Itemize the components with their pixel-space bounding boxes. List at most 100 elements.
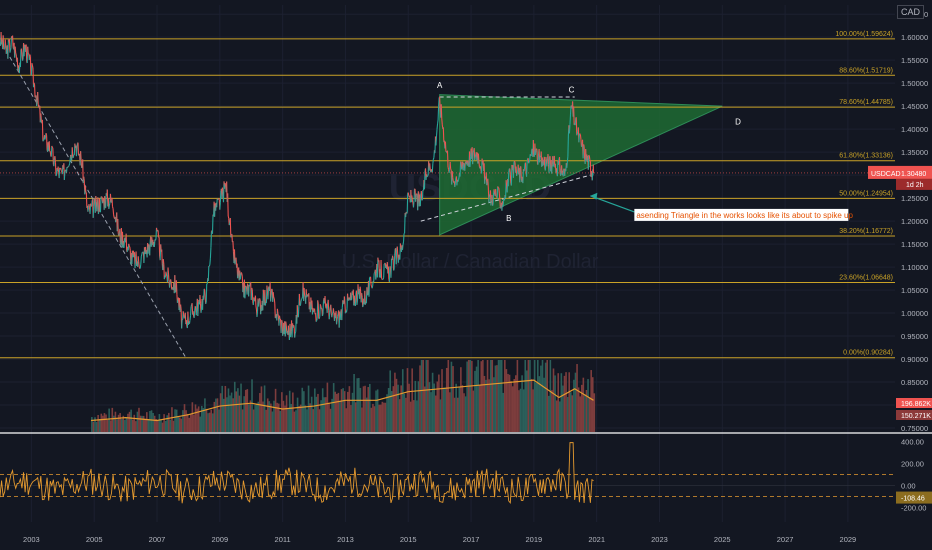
price-segment bbox=[205, 301, 207, 304]
price-segment bbox=[327, 299, 330, 311]
price-segment bbox=[499, 207, 502, 209]
price-segment bbox=[474, 153, 477, 158]
volume-bar bbox=[312, 409, 315, 432]
price-segment bbox=[457, 177, 460, 180]
price-segment bbox=[244, 285, 247, 299]
price-segment bbox=[558, 157, 561, 173]
price-segment bbox=[29, 54, 31, 57]
volume-bar bbox=[354, 402, 357, 432]
triangle-point-label: B bbox=[506, 214, 511, 223]
price-segment bbox=[95, 195, 97, 202]
price-segment bbox=[371, 285, 374, 289]
price-segment bbox=[467, 160, 469, 165]
volume-bar bbox=[361, 407, 363, 432]
volume-bar bbox=[197, 406, 200, 432]
volume-bar bbox=[544, 362, 547, 432]
price-segment bbox=[167, 267, 170, 275]
volume-bar bbox=[174, 409, 176, 432]
volume-bar bbox=[213, 401, 216, 432]
price-segment bbox=[71, 147, 74, 157]
price-segment bbox=[546, 158, 549, 167]
volume-bar bbox=[579, 396, 581, 432]
price-segment bbox=[27, 46, 29, 55]
price-segment bbox=[317, 300, 319, 304]
price-segment bbox=[431, 163, 434, 173]
price-segment bbox=[219, 190, 222, 203]
price-segment bbox=[4, 39, 7, 46]
volume-bar bbox=[270, 403, 272, 432]
ascending-triangle bbox=[439, 94, 723, 236]
price-segment bbox=[548, 156, 551, 174]
price-segment bbox=[42, 140, 44, 142]
oscillator-value-badge bbox=[896, 491, 932, 504]
price-segment bbox=[224, 182, 227, 185]
volume-bar bbox=[522, 389, 525, 432]
price-segment bbox=[411, 195, 413, 202]
price-segment bbox=[519, 166, 521, 183]
volume-bar bbox=[584, 394, 586, 432]
price-segment bbox=[373, 273, 375, 282]
price-segment bbox=[350, 292, 352, 301]
price-segment bbox=[240, 272, 243, 274]
price-segment bbox=[450, 168, 452, 171]
price-segment bbox=[579, 133, 581, 136]
volume-bar bbox=[314, 388, 316, 432]
price-segment bbox=[57, 166, 60, 173]
price-segment bbox=[140, 254, 143, 257]
last-price-symbol: USDCAD bbox=[871, 171, 901, 178]
price-segment bbox=[392, 255, 394, 259]
volume-bar bbox=[552, 368, 555, 432]
price-segment bbox=[303, 287, 306, 296]
volume-bar bbox=[135, 421, 137, 432]
price-tick-label: 1.20000 bbox=[901, 217, 928, 226]
price-segment bbox=[91, 200, 93, 207]
price-segment bbox=[486, 181, 488, 186]
volume-bar bbox=[259, 393, 261, 432]
volume-bar bbox=[398, 399, 401, 432]
time-tick-label: 2007 bbox=[149, 535, 166, 544]
volume-bar bbox=[180, 418, 183, 432]
price-segment bbox=[239, 274, 242, 280]
volume-bar bbox=[163, 414, 165, 432]
volume-bar bbox=[189, 414, 192, 432]
price-segment bbox=[579, 134, 582, 140]
volume-bar bbox=[449, 392, 451, 432]
price-segment bbox=[316, 300, 319, 319]
price-segment bbox=[300, 299, 303, 302]
volume-bar bbox=[282, 400, 285, 432]
price-segment bbox=[90, 203, 92, 207]
volume-bar bbox=[307, 385, 310, 432]
price-segment bbox=[83, 176, 85, 181]
volume-bar bbox=[372, 403, 374, 432]
volume-bar bbox=[215, 398, 217, 432]
volume-bar bbox=[381, 401, 384, 432]
price-segment bbox=[472, 150, 475, 153]
volume-bar bbox=[464, 396, 467, 432]
price-segment bbox=[161, 249, 163, 264]
price-segment bbox=[293, 324, 295, 328]
price-segment bbox=[251, 287, 253, 290]
volume-bar bbox=[505, 369, 508, 432]
volume-bar bbox=[146, 412, 148, 432]
volume-bar bbox=[323, 397, 326, 432]
volume-bar bbox=[538, 376, 541, 432]
volume-bar bbox=[237, 388, 239, 432]
volume-bar bbox=[186, 413, 189, 432]
price-segment bbox=[324, 295, 327, 307]
price-segment bbox=[490, 196, 493, 206]
price-segment bbox=[112, 208, 115, 215]
volume-bar bbox=[144, 418, 147, 432]
price-segment bbox=[474, 157, 476, 161]
price-segment bbox=[522, 169, 524, 184]
price-segment bbox=[188, 320, 191, 324]
price-segment bbox=[31, 65, 34, 69]
price-segment bbox=[274, 303, 276, 319]
price-segment bbox=[380, 259, 383, 279]
price-segment bbox=[390, 258, 393, 278]
volume-bar bbox=[200, 405, 203, 432]
volume-bar bbox=[326, 382, 329, 432]
price-segment bbox=[568, 124, 571, 134]
price-segment bbox=[189, 315, 192, 321]
price-segment bbox=[315, 313, 317, 322]
